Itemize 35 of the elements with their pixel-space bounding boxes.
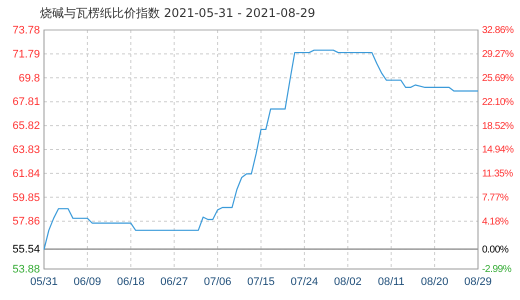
y2-tick-label: 14.94% [482, 144, 514, 156]
y2-tick-label: 0.00% [482, 244, 509, 256]
y-tick-label: 55.54 [12, 244, 40, 256]
x-tick-label: 06/09 [74, 276, 102, 288]
y-tick-label: 61.84 [12, 168, 40, 180]
x-tick-label: 08/20 [420, 276, 448, 288]
y-tick-label: 73.78 [12, 24, 40, 37]
line-series [43, 50, 479, 250]
y2-tick-label: 22.10% [482, 96, 514, 108]
y-tick-label: 67.81 [12, 96, 40, 108]
x-tick-label: 08/11 [378, 276, 405, 288]
y-tick-label: 59.85 [12, 192, 40, 204]
y-tick-label: 65.82 [12, 120, 40, 132]
y-tick-label: 69.8 [18, 72, 40, 84]
y2-tick-label: 18.52% [482, 120, 514, 132]
y-tick-label: 57.86 [12, 216, 40, 228]
x-tick-label: 07/15 [247, 276, 275, 288]
x-tick-label: 07/24 [290, 276, 318, 288]
x-tick-label: 08/29 [464, 276, 492, 288]
y2-tick-label: 32.86% [482, 25, 514, 36]
y-tick-label: 53.88 [12, 264, 40, 276]
x-tick-label: 07/06 [204, 276, 232, 288]
y2-tick-label: -2.99% [482, 264, 512, 276]
x-tick-label: 06/18 [117, 276, 145, 288]
chart-title: 烧碱与瓦楞纸比价指数 2021-05-31 - 2021-08-29 [40, 6, 316, 20]
x-tick-label: 05/31 [30, 276, 58, 288]
y-tick-label: 63.83 [12, 144, 40, 156]
y2-tick-label: 7.77% [482, 192, 509, 204]
x-tick-label: 08/02 [334, 276, 362, 288]
y2-tick-label: 29.27% [482, 49, 514, 60]
y2-tick-label: 25.69% [482, 73, 514, 84]
y2-tick-label: 4.18% [482, 216, 509, 228]
x-tick-label: 06/27 [160, 276, 188, 288]
y-tick-label: 71.79 [12, 48, 40, 60]
y2-tick-label: 11.35% [482, 168, 514, 180]
